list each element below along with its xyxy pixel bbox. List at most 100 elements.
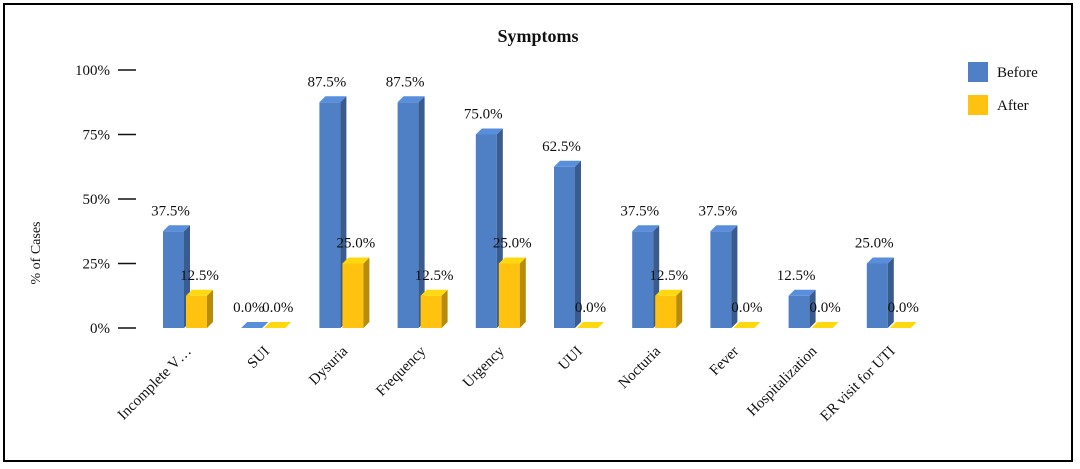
bar-after	[655, 289, 683, 328]
bar-side	[676, 289, 683, 328]
bar-after	[577, 322, 604, 328]
bar-before	[241, 322, 269, 328]
value-label-before: 0.0%	[233, 300, 264, 316]
category-label: Nocturia	[616, 343, 665, 392]
legend-swatch-before	[968, 62, 988, 82]
bar-after	[420, 289, 448, 328]
bar-top	[710, 225, 738, 232]
bar-top	[264, 322, 292, 328]
bar-top	[397, 96, 425, 103]
value-label-after: 0.0%	[262, 300, 293, 316]
bar-side	[731, 225, 738, 328]
bar-after	[889, 322, 917, 328]
value-label-after: 12.5%	[649, 268, 688, 284]
y-tick-label: 100%	[75, 63, 110, 79]
bar-top	[788, 289, 816, 296]
bar-before	[319, 96, 347, 328]
y-tick-label: 25%	[83, 257, 111, 273]
value-label-before: 12.5%	[777, 268, 816, 284]
bar-top	[889, 322, 917, 328]
y-tick-label: 75%	[83, 128, 111, 144]
bar-front	[710, 231, 732, 328]
legend-label-after: After	[997, 98, 1029, 114]
bar-top	[163, 225, 190, 232]
bar-after	[342, 257, 370, 328]
value-label-after: 25.0%	[337, 236, 376, 252]
bar-before	[866, 257, 894, 328]
bar-before	[475, 128, 503, 328]
category-label: Incomplete V…	[115, 344, 195, 424]
bar-side	[809, 289, 816, 328]
bar-top	[342, 257, 370, 264]
value-label-after: 12.5%	[180, 268, 219, 284]
category-label: Hospitalization	[744, 343, 820, 419]
bar-front	[163, 231, 184, 328]
bar-top	[655, 289, 683, 296]
bar-front	[475, 134, 497, 328]
bar-top	[498, 257, 526, 264]
bar-side	[441, 289, 448, 328]
value-label-after: 0.0%	[888, 300, 919, 316]
bar-top	[420, 289, 448, 296]
bar-after	[498, 257, 526, 328]
chart-title: Symptoms	[497, 26, 578, 46]
value-labels: 37.5%12.5%0.0%0.0%87.5%25.0%87.5%12.5%75…	[151, 74, 919, 316]
value-label-after: 12.5%	[415, 268, 454, 284]
bar-after	[811, 322, 839, 328]
bar-front	[342, 263, 364, 328]
value-label-before: 87.5%	[386, 74, 425, 90]
bar-top	[733, 322, 761, 328]
bar-top	[866, 257, 894, 264]
legend: Before After	[968, 62, 1038, 115]
bar-before	[710, 225, 738, 328]
bar-before	[554, 160, 581, 328]
bar-front	[186, 295, 207, 328]
value-label-after: 25.0%	[493, 236, 532, 252]
category-label: SUI	[245, 344, 273, 372]
bar-side	[575, 160, 581, 328]
category-label: UUI	[556, 344, 586, 374]
category-label: Urgency	[460, 343, 508, 391]
value-label-before: 87.5%	[308, 74, 347, 90]
bar-top	[319, 96, 347, 103]
legend-label-before: Before	[997, 65, 1038, 81]
bar-top	[811, 322, 839, 328]
bar-top	[475, 128, 503, 135]
bar-side	[887, 257, 894, 328]
y-axis-ticks: 0% 25% 50% 75% 100%	[75, 63, 136, 337]
bar-after	[264, 322, 292, 328]
y-axis-label: % of Cases	[29, 222, 44, 285]
value-label-before: 75.0%	[464, 107, 503, 123]
bar-before	[788, 289, 816, 328]
bar-after	[733, 322, 761, 328]
bar-front	[554, 166, 575, 328]
value-label-before: 37.5%	[699, 203, 738, 219]
bar-top	[554, 160, 581, 167]
category-labels: Incomplete V… SUI Dysuria Frequency Urgency U…	[115, 343, 899, 424]
bar-top	[577, 322, 604, 328]
value-label-after: 0.0%	[731, 300, 762, 316]
bar-front	[655, 295, 677, 328]
value-label-before: 37.5%	[151, 203, 190, 219]
bar-before	[397, 96, 425, 328]
y-tick-label: 50%	[83, 192, 111, 208]
value-label-before: 62.5%	[542, 139, 581, 155]
bar-top	[241, 322, 269, 328]
bar-side	[418, 96, 425, 328]
category-label: Frequency	[373, 343, 429, 399]
bar-front	[866, 263, 888, 328]
bar-front	[498, 263, 520, 328]
bar-front	[632, 231, 654, 328]
bar-side	[363, 257, 370, 328]
value-label-after: 0.0%	[809, 300, 840, 316]
legend-swatch-after	[968, 95, 988, 115]
category-label: ER visit for UTI	[817, 344, 898, 425]
bar-front	[788, 295, 810, 328]
category-label: Fever	[707, 344, 742, 379]
bar-after	[186, 289, 213, 328]
bar-top	[632, 225, 660, 232]
bar-front	[319, 102, 341, 328]
bar-side	[519, 257, 526, 328]
bar-top	[186, 289, 213, 296]
